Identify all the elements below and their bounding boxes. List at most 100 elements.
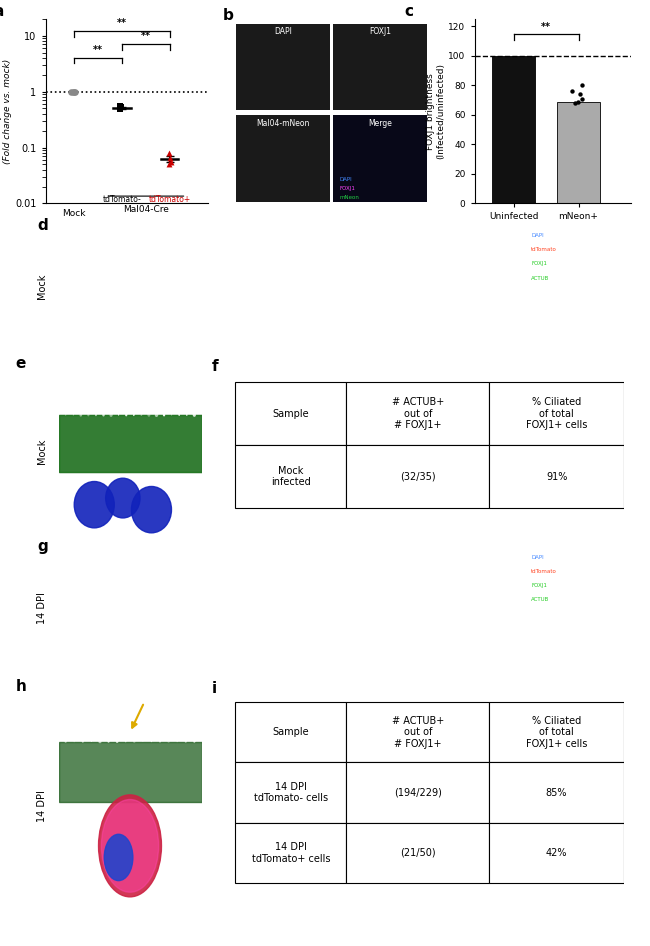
Text: **: **	[93, 44, 103, 55]
Point	[569, 96, 580, 111]
Text: Mal04-mNeon: Mal04-mNeon	[256, 118, 309, 128]
Text: d: d	[38, 218, 49, 233]
Text: h: h	[16, 679, 27, 694]
Circle shape	[104, 834, 133, 881]
Text: DAPI: DAPI	[339, 177, 352, 182]
Text: Mock: Mock	[62, 209, 86, 218]
Text: DAPI: DAPI	[107, 231, 125, 239]
Point	[68, 84, 78, 99]
Text: tdTomato: tdTomato	[214, 231, 250, 239]
Text: DAPI: DAPI	[531, 554, 544, 560]
Point	[577, 91, 587, 106]
Bar	[236, 114, 330, 201]
Text: FOXJ1: FOXJ1	[339, 186, 355, 191]
Bar	[558, 101, 599, 203]
Bar	[58, 369, 202, 415]
Text: DAPI: DAPI	[274, 27, 292, 36]
Point	[164, 157, 174, 172]
Text: FOXJ1: FOXJ1	[339, 231, 360, 239]
Text: 14 DPI: 14 DPI	[37, 592, 47, 623]
Circle shape	[131, 486, 172, 533]
Point	[66, 84, 77, 99]
Text: Mock: Mock	[37, 273, 47, 299]
Text: f: f	[212, 359, 218, 374]
Bar	[236, 24, 330, 111]
Point	[165, 150, 176, 166]
Text: FOXJ1: FOXJ1	[339, 552, 360, 561]
Text: (32/35): (32/35)	[400, 471, 436, 482]
Bar	[346, 762, 489, 823]
Text: **: **	[141, 31, 151, 41]
Text: 85%: 85%	[546, 788, 567, 797]
Bar	[58, 415, 202, 472]
Point	[114, 101, 125, 116]
Text: (194/229): (194/229)	[394, 788, 442, 797]
Text: % Ciliated
of total
FOXJ1+ cells: % Ciliated of total FOXJ1+ cells	[526, 716, 588, 749]
Point	[164, 146, 174, 161]
Text: **: **	[541, 22, 551, 32]
Text: mNeon: mNeon	[339, 196, 359, 201]
Text: c: c	[404, 4, 413, 19]
Bar	[489, 446, 624, 508]
Bar	[346, 446, 489, 508]
Text: DAPI: DAPI	[107, 552, 125, 561]
Bar	[333, 24, 427, 111]
Point	[575, 87, 586, 102]
Point	[115, 98, 125, 114]
Text: tdTomato+: tdTomato+	[149, 195, 191, 204]
Point	[567, 83, 577, 98]
Bar	[58, 415, 202, 472]
Bar	[489, 762, 624, 823]
Bar	[346, 823, 489, 883]
Point	[116, 100, 126, 115]
Point	[68, 84, 79, 99]
Text: e: e	[16, 356, 26, 371]
Bar	[235, 382, 346, 446]
Text: tdTomato: tdTomato	[531, 247, 557, 253]
Text: 14 DPI
tdTomato+ cells: 14 DPI tdTomato+ cells	[252, 842, 330, 864]
Point	[115, 102, 125, 117]
Text: tdTomato: tdTomato	[531, 569, 557, 574]
Text: ACTUB: ACTUB	[453, 231, 479, 239]
Text: ACTUB: ACTUB	[453, 552, 479, 561]
Text: DAPI: DAPI	[531, 233, 544, 238]
Y-axis label: FOXJ1 brightness
(Infected/uninfected): FOXJ1 brightness (Infected/uninfected)	[426, 63, 445, 159]
Text: g: g	[38, 539, 49, 554]
Text: 14 DPI
tdTomato- cells: 14 DPI tdTomato- cells	[254, 781, 328, 803]
Text: Sample: Sample	[272, 727, 309, 737]
Text: a: a	[0, 4, 4, 19]
Bar	[489, 702, 624, 762]
Text: **: **	[117, 18, 127, 28]
Text: Mock: Mock	[37, 439, 47, 464]
Text: # ACTUB+
out of
# FOXJ1+: # ACTUB+ out of # FOXJ1+	[392, 397, 444, 430]
Point	[166, 154, 176, 169]
Bar	[489, 823, 624, 883]
Bar	[235, 446, 346, 508]
Text: 14 DPI: 14 DPI	[37, 791, 47, 822]
Bar	[346, 702, 489, 762]
Bar	[235, 823, 346, 883]
Circle shape	[101, 799, 159, 892]
Circle shape	[106, 479, 140, 518]
Circle shape	[74, 482, 114, 528]
Text: Mock
infected: Mock infected	[271, 465, 311, 487]
Point	[573, 94, 584, 109]
Text: Merge: Merge	[369, 118, 392, 128]
Y-axis label: Foxj1 RNA
(Fold change vs. mock): Foxj1 RNA (Fold change vs. mock)	[0, 59, 12, 164]
Text: tdTomato-: tdTomato-	[103, 195, 141, 204]
Text: tdTomato: tdTomato	[214, 552, 250, 561]
Text: Mal04-Cre: Mal04-Cre	[123, 204, 169, 214]
Text: # ACTUB+
out of
# FOXJ1+: # ACTUB+ out of # FOXJ1+	[392, 716, 444, 749]
Text: % Ciliated
of total
FOXJ1+ cells: % Ciliated of total FOXJ1+ cells	[526, 397, 588, 430]
Text: FOXJ1: FOXJ1	[531, 583, 547, 588]
Bar	[346, 382, 489, 446]
Point	[577, 78, 587, 93]
Text: Sample: Sample	[272, 409, 309, 419]
Point	[70, 84, 81, 99]
Bar	[235, 762, 346, 823]
Text: 91%: 91%	[546, 471, 567, 482]
Bar	[58, 742, 202, 802]
Bar	[333, 114, 427, 201]
Circle shape	[99, 795, 161, 897]
Bar	[493, 56, 534, 203]
